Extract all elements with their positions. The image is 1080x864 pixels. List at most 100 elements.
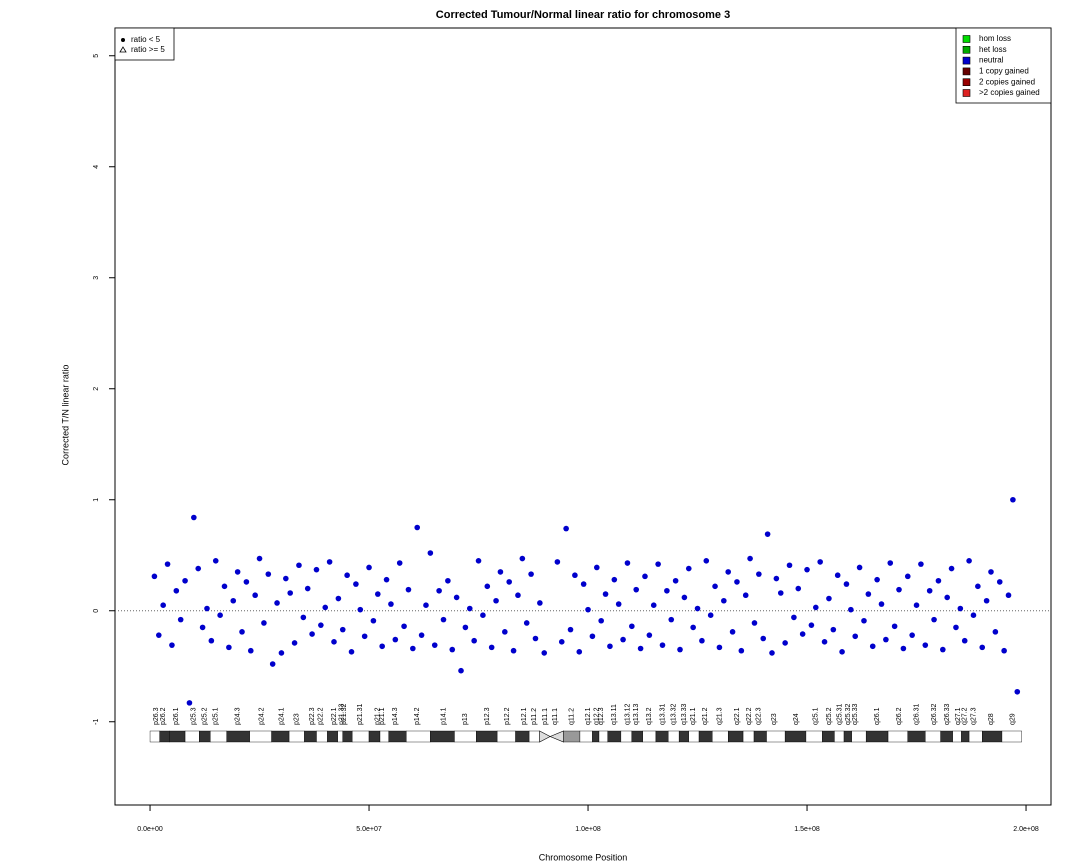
band-label: p24.3 — [234, 707, 241, 725]
data-point — [580, 581, 587, 587]
data-point — [734, 579, 740, 585]
data-point — [861, 617, 867, 624]
band-label: p25.1 — [213, 707, 220, 725]
data-point — [957, 605, 964, 612]
data-point — [265, 571, 272, 577]
data-point — [528, 571, 534, 577]
data-point — [261, 620, 267, 626]
data-point — [918, 561, 924, 567]
band-label: p21.1 — [379, 707, 386, 725]
data-point — [309, 631, 315, 637]
data-point — [572, 572, 578, 579]
band-label: p22.3 — [309, 707, 316, 725]
chromosome-band — [169, 730, 186, 743]
legend-swatch — [962, 78, 971, 86]
data-point — [777, 590, 784, 596]
data-point — [900, 645, 907, 652]
band-label: q25.31 — [837, 703, 844, 725]
chromosome-band — [667, 730, 680, 743]
data-point — [966, 558, 972, 564]
x-tick-label: 1.5e+08 — [794, 826, 820, 833]
band-label: p23 — [294, 713, 301, 725]
data-point — [716, 644, 723, 651]
data-point — [173, 587, 180, 594]
data-point — [707, 612, 714, 618]
plot-frame — [114, 27, 1052, 806]
chromosome-band — [199, 730, 211, 743]
legend-marker — [121, 38, 125, 42]
data-point — [256, 555, 263, 562]
chromosome-band — [805, 730, 823, 743]
data-point — [208, 637, 215, 644]
band-label: q13.2 — [646, 707, 653, 725]
data-point — [291, 640, 298, 646]
band-label: q22.1 — [734, 707, 741, 725]
chart-title: Corrected Tumour/Normal linear ratio for… — [436, 9, 730, 21]
data-point — [593, 564, 600, 571]
band-label: p26.3 — [153, 707, 160, 725]
band-label: q13.13 — [633, 703, 640, 725]
data-point — [357, 606, 364, 613]
chromosome-band — [865, 730, 889, 743]
data-point — [637, 645, 644, 652]
x-tick-label: 1.0e+08 — [575, 826, 601, 833]
data-point — [589, 633, 596, 640]
data-point — [374, 591, 381, 597]
data-point — [554, 559, 561, 565]
legend-label: ratio < 5 — [131, 35, 161, 44]
band-label: q22.3 — [756, 707, 763, 725]
band-label: q13.12 — [624, 703, 631, 725]
data-point — [826, 595, 832, 602]
data-point — [379, 643, 385, 650]
chromosome-band — [887, 730, 908, 743]
data-point — [624, 560, 631, 566]
chromosome-band — [766, 730, 786, 743]
band-label: q26.31 — [913, 703, 920, 725]
data-point — [300, 614, 307, 621]
band-label: q26.33 — [944, 703, 951, 725]
data-point — [169, 642, 175, 648]
data-point — [239, 629, 245, 635]
data-point — [896, 586, 902, 593]
band-label: q26.1 — [874, 707, 881, 725]
y-tick-label: -1 — [93, 719, 100, 725]
band-label: q11.2 — [569, 708, 576, 725]
chromosome-band — [388, 730, 407, 743]
chromosome-band — [226, 730, 250, 743]
data-point — [493, 597, 499, 604]
band-label: p21.32 — [341, 703, 348, 725]
data-point — [685, 565, 692, 572]
band-label: q27.3 — [970, 707, 977, 725]
band-label: q24 — [793, 713, 800, 725]
chromosome-band — [515, 730, 530, 743]
data-point — [664, 587, 670, 594]
chromosome-band — [655, 730, 669, 743]
data-point — [681, 594, 688, 601]
legend-label: ratio >= 5 — [131, 45, 165, 54]
chromosome-band — [1001, 730, 1022, 743]
chromosome-band — [907, 730, 926, 743]
centromere — [539, 730, 551, 743]
data-point — [839, 649, 845, 655]
chromosome-band — [563, 730, 581, 743]
data-point — [668, 616, 675, 623]
data-point — [856, 564, 863, 571]
chromosome-band — [454, 730, 477, 743]
band-label: p14.1 — [440, 707, 447, 725]
data-point — [808, 622, 815, 628]
y-tick-label: 5 — [93, 54, 100, 58]
data-point — [221, 583, 228, 590]
data-point — [769, 650, 775, 656]
band-label: p22.1 — [331, 707, 338, 725]
chromosome-band — [288, 730, 305, 743]
band-label: q28 — [988, 713, 995, 725]
data-point — [388, 601, 394, 607]
data-point — [155, 632, 162, 638]
data-point — [252, 592, 258, 599]
band-label: q27.2 — [962, 707, 969, 725]
chromosome-band — [620, 730, 633, 743]
data-point — [650, 602, 657, 608]
data-point — [817, 559, 823, 565]
data-point — [471, 637, 477, 644]
data-point — [204, 605, 210, 612]
